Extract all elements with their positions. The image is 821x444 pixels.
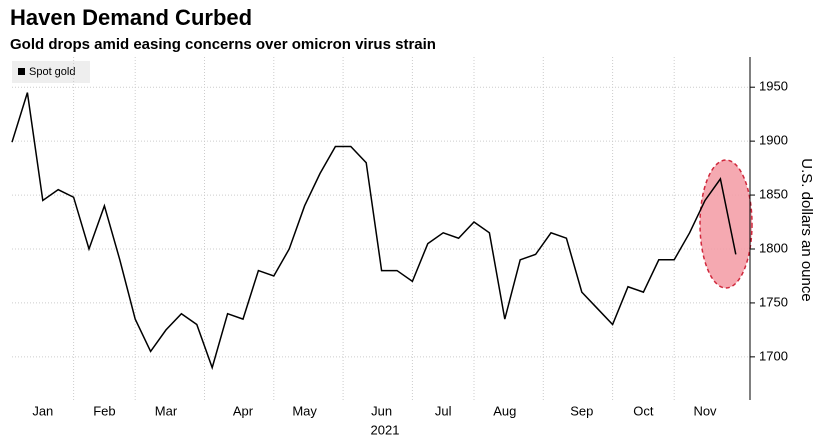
- x-axis-label: 2021: [371, 422, 400, 437]
- data-line: [11, 92, 737, 371]
- y-tick-label: 1700: [759, 348, 788, 363]
- x-tick-label: Feb: [93, 403, 115, 418]
- chart-title: Haven Demand Curbed: [10, 5, 252, 30]
- y-tick-label: 1900: [759, 133, 788, 148]
- y-tick-label: 1850: [759, 187, 788, 202]
- legend-label: Spot gold: [29, 66, 75, 78]
- y-axis-label: U.S. dollars an ounce: [798, 158, 815, 301]
- x-tick-label: Nov: [693, 403, 717, 418]
- x-tick-label: Jun: [371, 403, 392, 418]
- legend-box: [12, 61, 90, 83]
- legend-swatch: [18, 68, 25, 75]
- y-tick-label: 1950: [759, 79, 788, 94]
- x-tick-label: Aug: [493, 403, 516, 418]
- x-tick-label: Mar: [155, 403, 178, 418]
- x-tick-label: Sep: [570, 403, 593, 418]
- x-tick-label: May: [292, 403, 317, 418]
- y-tick-label: 1800: [759, 240, 788, 255]
- y-tick-label: 1750: [759, 294, 788, 309]
- x-tick-label: Apr: [233, 403, 254, 418]
- highlight-ellipse: [699, 159, 753, 289]
- x-tick-label: Jan: [32, 403, 53, 418]
- chart-subtitle: Gold drops amid easing concerns over omi…: [10, 36, 436, 53]
- x-tick-label: Oct: [633, 403, 654, 418]
- x-tick-label: Jul: [435, 403, 452, 418]
